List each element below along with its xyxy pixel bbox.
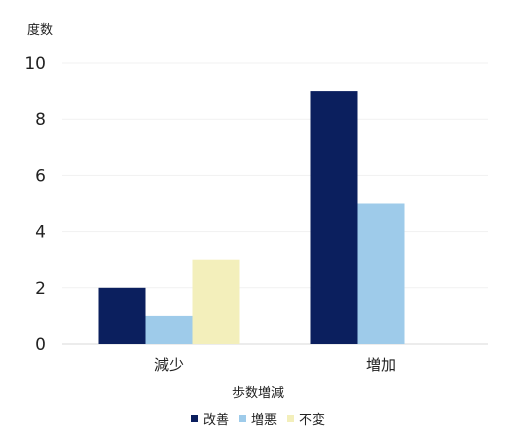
legend-item: 増悪 xyxy=(238,409,277,428)
legend-swatch xyxy=(287,415,294,422)
y-tick-label: 10 xyxy=(24,54,46,74)
x-tick-label: 減少 xyxy=(154,356,184,374)
y-tick-label: 2 xyxy=(35,279,46,299)
legend-label: 増悪 xyxy=(250,413,277,428)
legend-item: 不変 xyxy=(287,409,325,428)
y-tick-label: 4 xyxy=(35,223,46,243)
bar xyxy=(310,91,358,344)
legend-label: 不変 xyxy=(299,413,326,428)
legend-item: 改善 xyxy=(190,409,229,428)
x-axis-title: 歩数増減 xyxy=(231,386,284,401)
legend: 改善 増悪 不変 xyxy=(0,409,516,428)
legend-swatch xyxy=(190,415,198,422)
legend-label: 改善 xyxy=(202,413,229,428)
y-tick-label: 0 xyxy=(35,335,46,355)
y-axis-title: 度数 xyxy=(27,23,54,38)
legend-swatch xyxy=(238,415,246,422)
bar xyxy=(145,315,193,344)
bar xyxy=(357,203,405,344)
x-tick-label: 増加 xyxy=(366,356,396,374)
y-tick-label: 6 xyxy=(35,166,46,186)
y-tick-label: 8 xyxy=(35,110,46,130)
bar xyxy=(192,259,240,344)
bar xyxy=(98,287,146,344)
